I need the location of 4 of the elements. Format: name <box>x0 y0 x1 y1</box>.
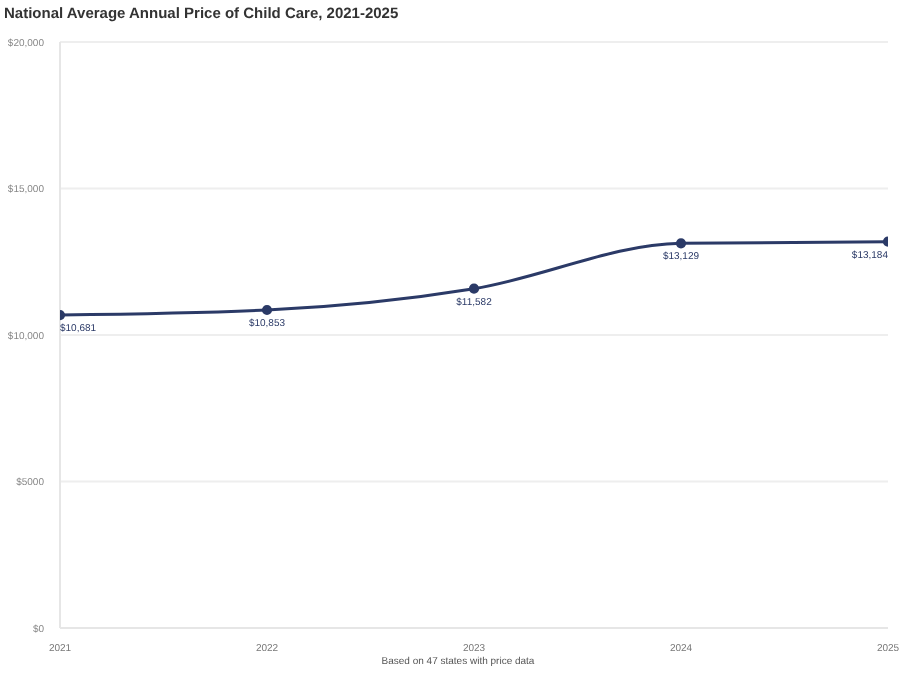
point <box>468 283 480 294</box>
point <box>261 304 273 316</box>
line-series <box>60 236 888 321</box>
point <box>675 238 687 249</box>
